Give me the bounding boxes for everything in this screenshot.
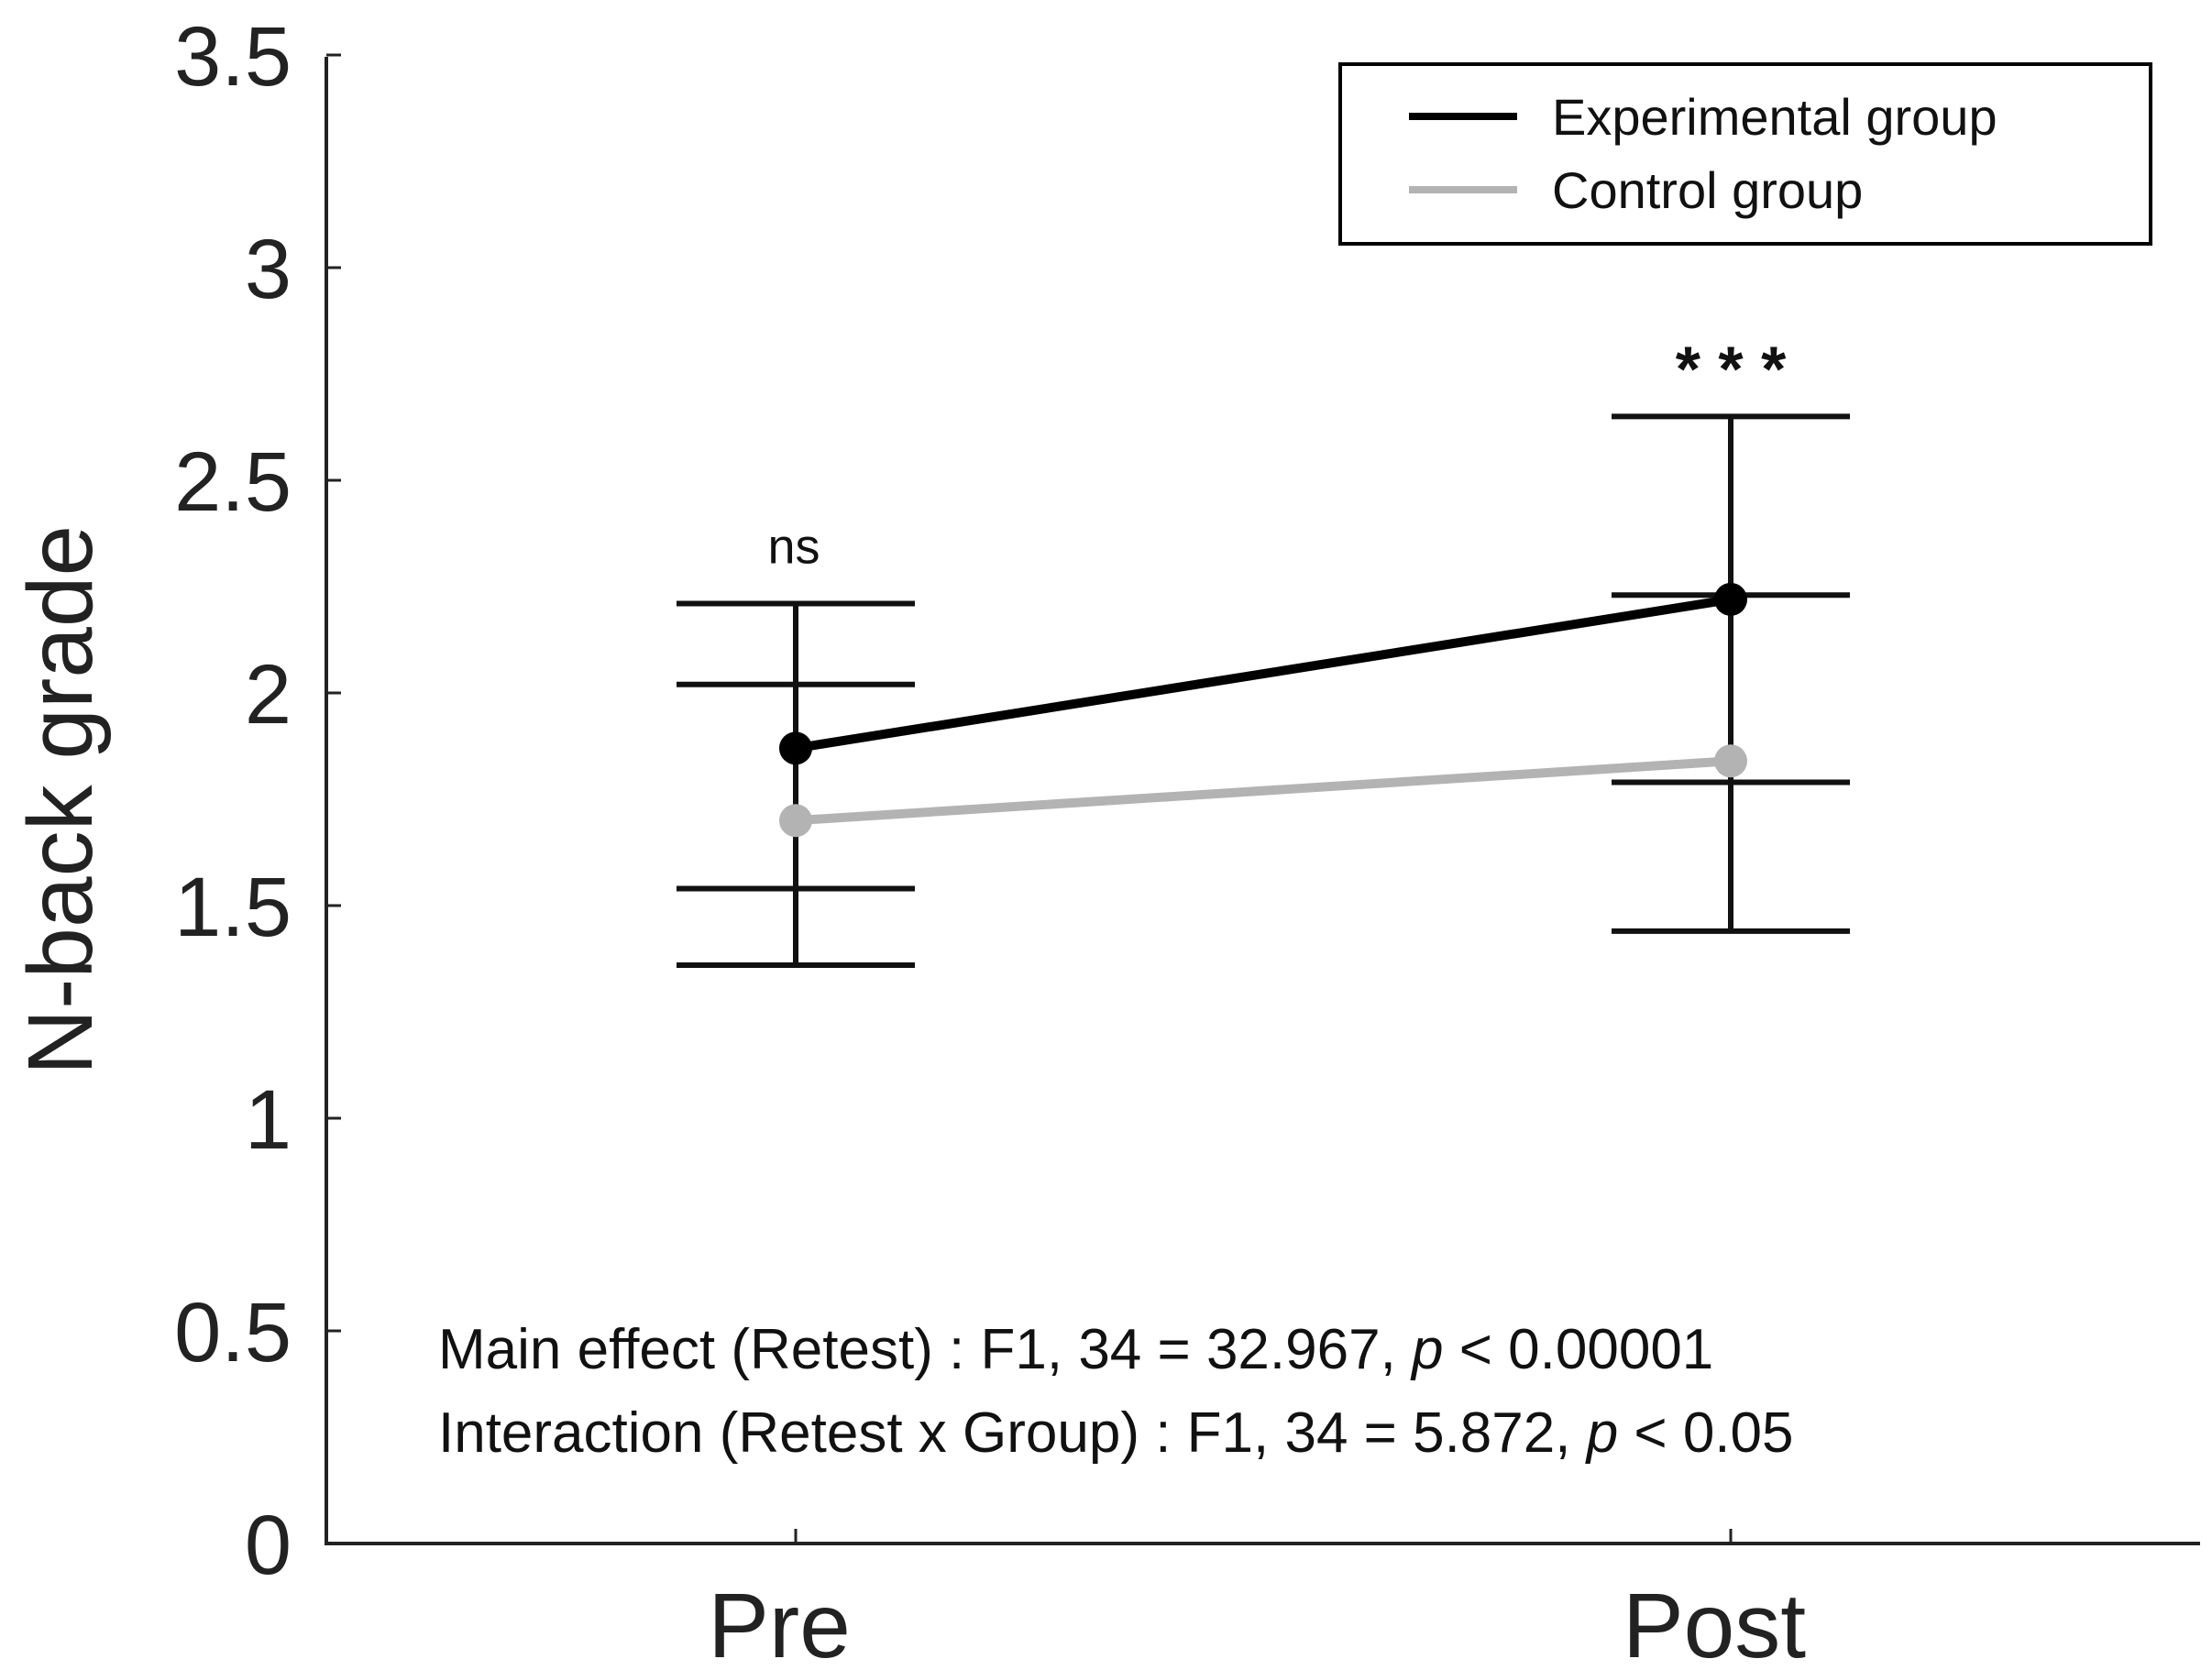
y-tick-label: 2.5 [174,435,292,529]
y-axis-title: N-back grade [9,525,112,1075]
interaction-p: p [1585,1401,1618,1465]
x-tick-label-pre: Pre [708,1575,851,1670]
interaction-annotation: Interaction (Retest x Group) : F1, 34 = … [438,1401,1794,1465]
y-tick-label: 3.5 [174,10,292,104]
legend-box [1338,62,2152,246]
y-tick-label: 0 [245,1499,292,1592]
y-tick-label: 2 [245,648,292,742]
data-point-control [779,804,812,838]
series-points [779,582,1747,838]
main-effect-p: p [1410,1318,1443,1381]
y-tick-label: 0.5 [174,1286,292,1379]
interaction-prefix: Interaction (Retest x Group) : F1, 34 = … [438,1401,1587,1465]
y-tick-label: 3 [245,223,292,316]
y-tick-label: 1.5 [174,861,292,954]
series-line-control [795,756,1732,826]
data-point-experimental [779,731,812,765]
legend-label-experimental: Experimental group [1552,88,1997,146]
interaction-suffix: < 0.05 [1618,1401,1793,1465]
x-tick-label-post: Post [1623,1575,1806,1670]
y-ticks: 0 0.5 1 1.5 2 2.5 3 3.5 [174,10,341,1592]
series-lines [795,594,1732,826]
y-tick-label: 1 [245,1073,292,1167]
error-bars [677,413,1850,968]
data-point-control [1714,744,1747,778]
main-effect-annotation: Main effect (Retest) : F1, 34 = 32.967, … [438,1318,1713,1381]
data-point-experimental [1714,582,1747,616]
x-ticks: Pre Post [708,1529,1806,1670]
legend: Experimental group Control group [1338,62,2152,246]
main-effect-suffix: < 0.00001 [1444,1318,1714,1381]
main-effect-prefix: Main effect (Retest) : F1, 34 = 32.967, [438,1318,1412,1381]
significance-label-pre: ns [767,520,820,575]
legend-label-control: Control group [1552,161,1863,219]
series-line-experimental [795,594,1732,753]
significance-label-post: * * * [1676,333,1787,404]
